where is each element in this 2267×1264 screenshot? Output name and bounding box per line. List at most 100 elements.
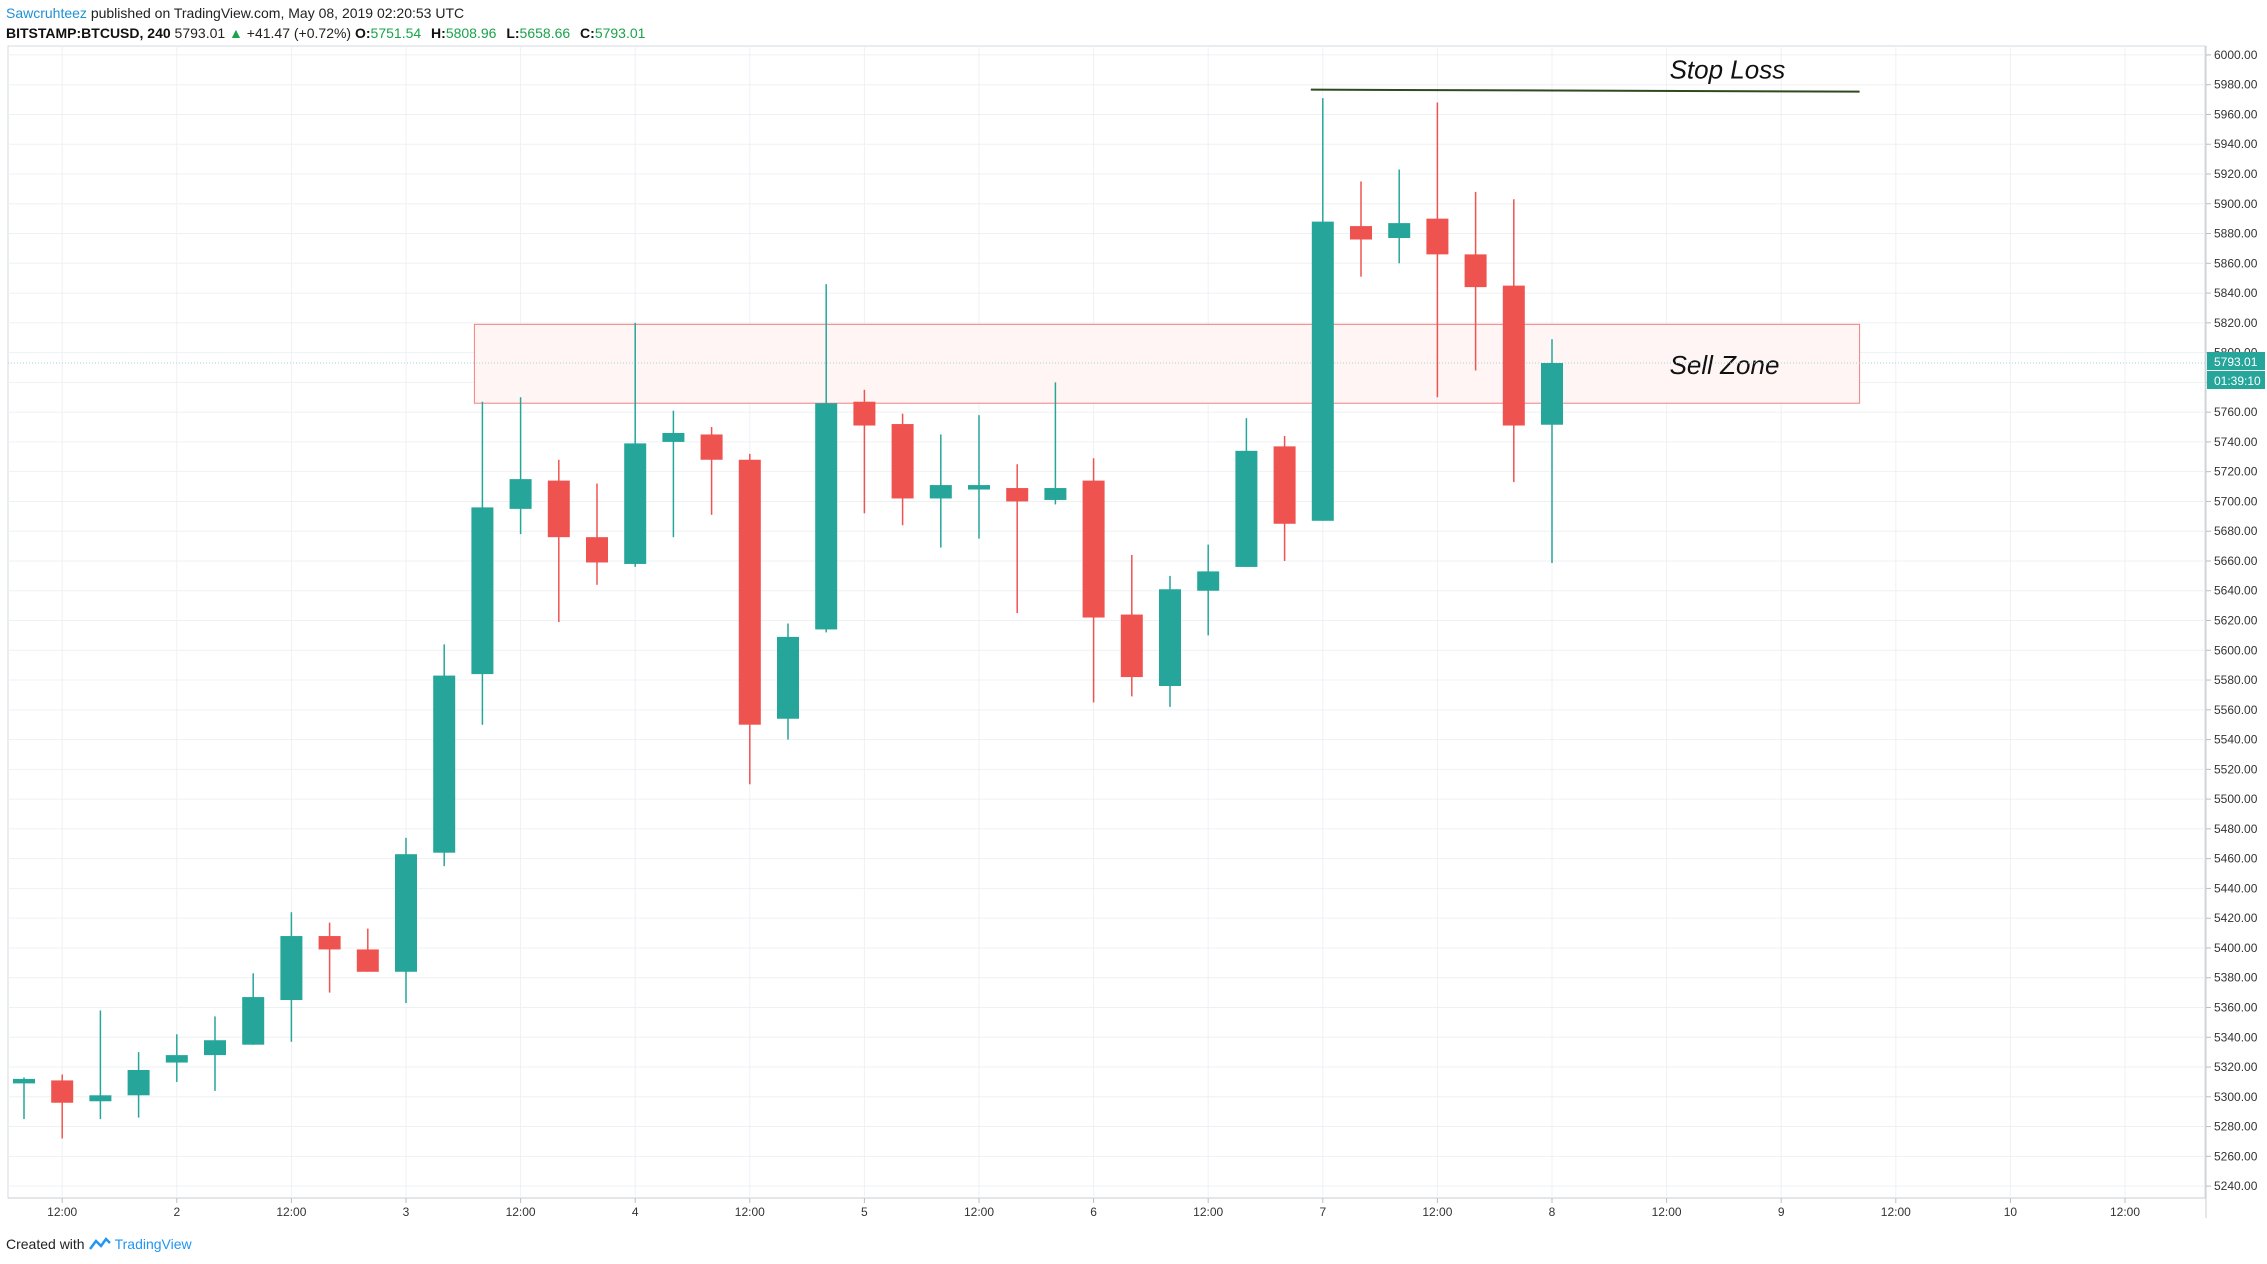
current-price-tag [2207, 352, 2265, 371]
tradingview-brand[interactable]: TradingView [114, 1236, 192, 1252]
candle-body-bull[interactable] [968, 485, 990, 490]
y-tick-label: 5900.00 [2214, 197, 2258, 211]
symbol-label: BITSTAMP:BTCUSD, 240 [6, 25, 171, 41]
candle-body-bear[interactable] [1426, 218, 1449, 255]
candle-body-bear[interactable] [738, 459, 761, 725]
candle-body-bear[interactable] [700, 434, 723, 460]
candle-body-bear[interactable] [1502, 285, 1525, 426]
candle-body-bull[interactable] [89, 1095, 112, 1102]
y-tick-label: 5500.00 [2214, 792, 2258, 806]
x-tick-label: 10 [2004, 1205, 2018, 1219]
candle-body-bull[interactable] [433, 675, 456, 853]
candle-body-bull[interactable] [662, 432, 685, 442]
y-tick-label: 5700.00 [2214, 494, 2258, 508]
up-arrow-icon: ▲ [229, 25, 243, 41]
y-tick-label: 5400.00 [2214, 941, 2258, 955]
y-tick-label: 5320.00 [2214, 1060, 2258, 1074]
candle-body-bull[interactable] [204, 1040, 226, 1056]
x-tick-label: 4 [632, 1205, 639, 1219]
candle-body-bull[interactable] [929, 485, 952, 499]
x-tick-label: 3 [403, 1205, 410, 1219]
publish-line: Sawcruhteez published on TradingView.com… [6, 3, 651, 23]
candle-body-bull[interactable] [1159, 589, 1181, 686]
y-tick-label: 5440.00 [2214, 881, 2258, 895]
y-tick-label: 5540.00 [2214, 733, 2258, 747]
y-tick-label: 5860.00 [2214, 256, 2258, 270]
plot-frame [7, 45, 2206, 1199]
y-tick-label: 5840.00 [2214, 286, 2258, 300]
candle-body-bull[interactable] [815, 403, 838, 630]
candle-body-bear[interactable] [586, 537, 608, 563]
candle-body-bull[interactable] [1311, 221, 1334, 521]
candle-body-bull[interactable] [509, 479, 532, 509]
y-tick-label: 5240.00 [2214, 1179, 2258, 1193]
candle-body-bull[interactable] [777, 636, 799, 719]
candle-body-bull[interactable] [1044, 488, 1067, 500]
y-tick-label: 5680.00 [2214, 524, 2258, 538]
candle-body-bear[interactable] [1273, 446, 1296, 524]
candle-body-bear[interactable] [891, 424, 914, 499]
y-tick-label: 5420.00 [2214, 911, 2258, 925]
candle-body-bull[interactable] [1541, 363, 1563, 425]
y-tick-label: 5520.00 [2214, 762, 2258, 776]
created-with-text: Created with [6, 1236, 85, 1252]
stop-loss-label: Stop Loss [1670, 55, 1786, 85]
y-tick-label: 5300.00 [2214, 1090, 2258, 1104]
x-tick-label: 2 [173, 1205, 180, 1219]
candle-body-bear[interactable] [547, 480, 570, 538]
x-tick-label: 12:00 [47, 1205, 77, 1219]
candle-body-bull[interactable] [1388, 223, 1411, 238]
y-tick-label: 5740.00 [2214, 435, 2258, 449]
x-tick-label: 6 [1090, 1205, 1097, 1219]
candle-body-bear[interactable] [1464, 254, 1487, 288]
y-tick-label: 5340.00 [2214, 1030, 2258, 1044]
close-label: C: [580, 25, 595, 41]
sell-zone-box[interactable] [473, 323, 1861, 404]
open-value: 5751.54 [370, 25, 422, 41]
high-label: H: [431, 25, 446, 41]
candle-body-bear[interactable] [1350, 226, 1372, 240]
candle-body-bear[interactable] [1006, 488, 1029, 502]
high-value: 5808.96 [445, 25, 497, 41]
y-tick-label: 5760.00 [2214, 405, 2258, 419]
x-tick-label: 12:00 [735, 1205, 765, 1219]
candle-body-bull[interactable] [1235, 450, 1258, 567]
author-link[interactable]: Sawcruhteez [6, 5, 87, 21]
candle-body-bear[interactable] [853, 401, 876, 426]
candle-body-bear[interactable] [318, 936, 341, 950]
y-tick-label: 5560.00 [2214, 703, 2258, 717]
y-tick-label: 5920.00 [2214, 167, 2258, 181]
candle-body-bear[interactable] [51, 1080, 74, 1103]
candle-body-bull[interactable] [471, 507, 494, 675]
footer: Created with TradingView [6, 1236, 192, 1252]
candle-body-bull[interactable] [624, 443, 647, 564]
x-tick-label: 9 [1778, 1205, 1785, 1219]
stop-loss-line[interactable] [1310, 88, 1860, 93]
ohlc-line: BITSTAMP:BTCUSD, 240 5793.01 ▲ +41.47 (+… [6, 23, 651, 43]
candle-body-bear[interactable] [356, 949, 379, 972]
y-tick-label: 5480.00 [2214, 822, 2258, 836]
candle-body-bull[interactable] [280, 936, 303, 1001]
y-tick-label: 5960.00 [2214, 107, 2258, 121]
candle-body-bull[interactable] [127, 1070, 150, 1096]
candle-body-bear[interactable] [1120, 614, 1143, 678]
y-tick-label: 5720.00 [2214, 465, 2258, 479]
candle-body-bull[interactable] [1197, 571, 1220, 591]
y-tick-label: 5580.00 [2214, 673, 2258, 687]
candle-body-bull[interactable] [165, 1055, 188, 1063]
open-label: O: [354, 25, 371, 41]
x-tick-label: 12:00 [1422, 1205, 1452, 1219]
candle-body-bull[interactable] [395, 854, 417, 972]
candle-body-bear[interactable] [1082, 480, 1105, 618]
x-tick-label: 12:00 [2110, 1205, 2140, 1219]
y-tick-label: 5880.00 [2214, 227, 2258, 241]
price-change: +41.47 (+0.72%) [246, 25, 352, 41]
y-tick-label: 5660.00 [2214, 554, 2258, 568]
y-tick-label: 5280.00 [2214, 1120, 2258, 1134]
y-tick-label: 5380.00 [2214, 971, 2258, 985]
candle-body-bull[interactable] [242, 997, 265, 1045]
candle-body-bull[interactable] [13, 1078, 35, 1084]
x-tick-label: 5 [861, 1205, 868, 1219]
low-value: 5658.66 [519, 25, 571, 41]
